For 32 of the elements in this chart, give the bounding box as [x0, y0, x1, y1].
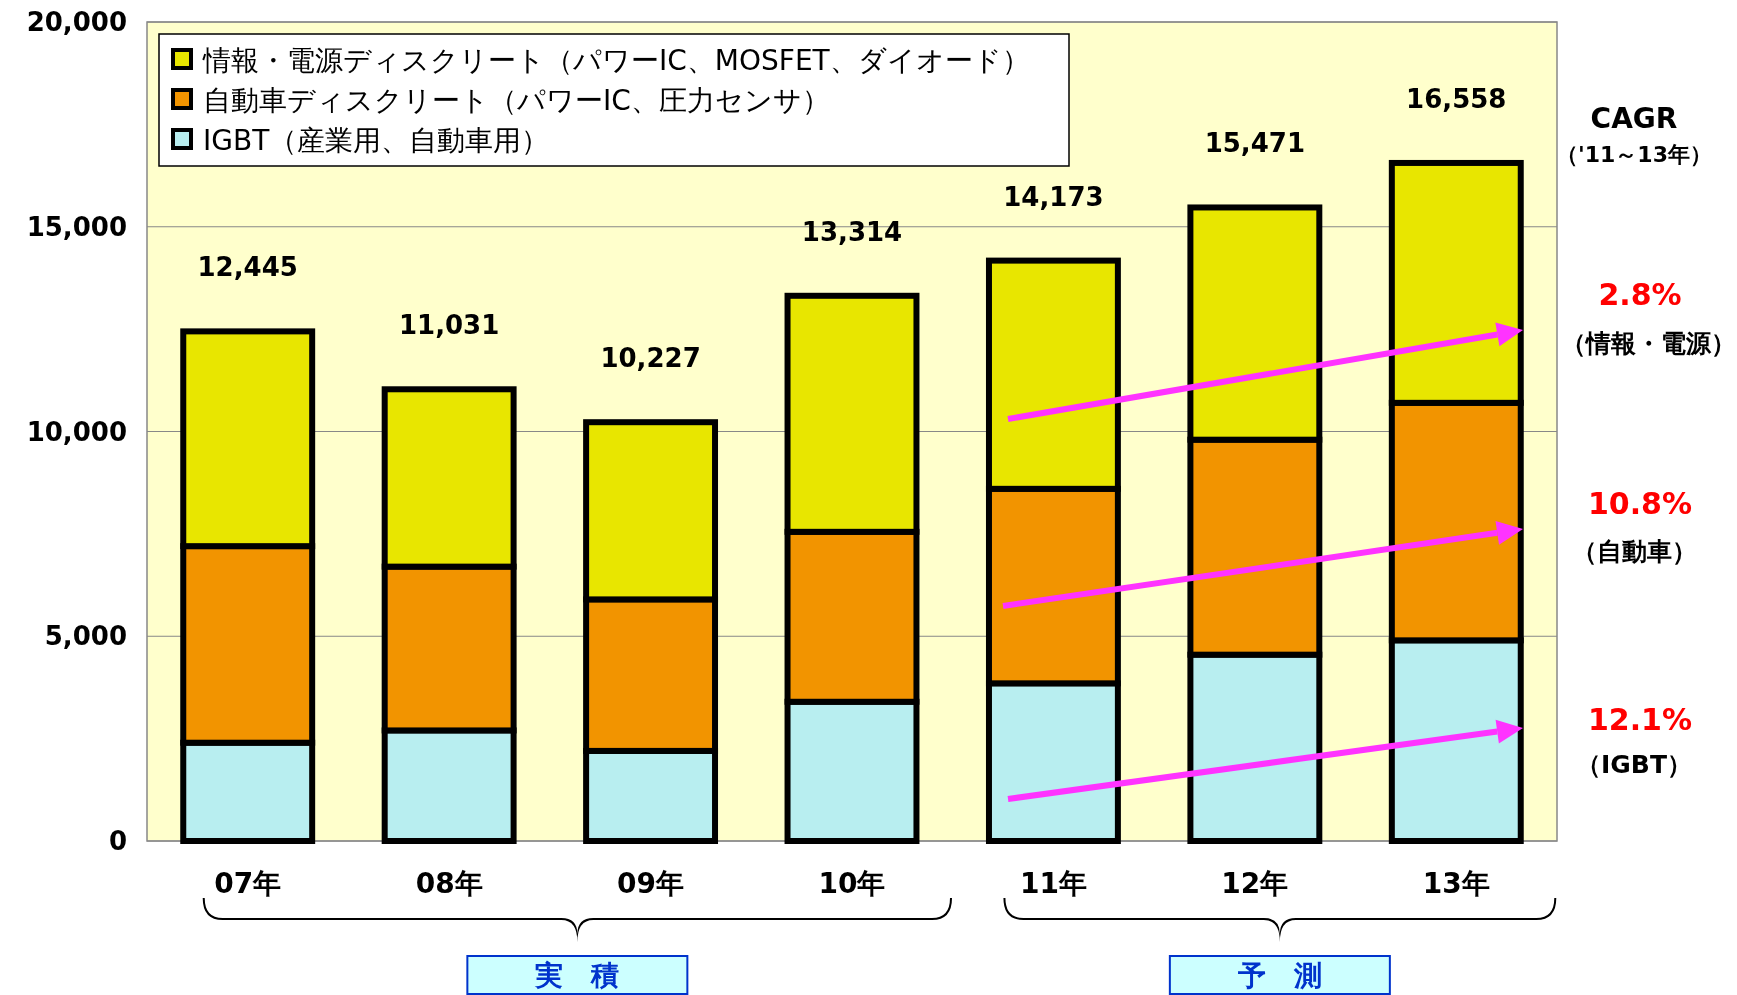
text: 2.8% [1598, 277, 1682, 312]
total-label: 10,227 [600, 343, 701, 374]
text: （自動車） [1571, 537, 1697, 566]
x-tick-label: 07年 [214, 867, 282, 900]
text: （IGBT） [1576, 750, 1692, 779]
x-tick-label: 11年 [1019, 867, 1087, 900]
total-label: 14,173 [1003, 181, 1104, 212]
total-label: 16,558 [1406, 83, 1507, 114]
y-tick-label: 15,000 [26, 211, 127, 242]
text: 12.1% [1587, 702, 1693, 737]
text: 10.8% [1587, 486, 1693, 521]
text: CAGR [1590, 102, 1678, 135]
text: 予 測 [1236, 959, 1322, 992]
text: （情報・電源） [1560, 329, 1736, 358]
y-tick-label: 20,000 [26, 7, 127, 37]
x-tick-label: 10年 [818, 867, 886, 900]
legend-label: 自動車ディスクリート（パワーIC、圧力センサ） [203, 84, 830, 117]
y-tick-label: 0 [108, 826, 127, 856]
text: 実 積 [534, 959, 620, 992]
x-tick-label: 13年 [1422, 867, 1490, 900]
legend-label: IGBT（産業用、自動車用） [203, 124, 550, 157]
total-label: 11,031 [398, 310, 500, 341]
x-tick-label: 09年 [617, 867, 685, 900]
total-label: 15,471 [1204, 128, 1306, 159]
y-tick-label: 10,000 [26, 416, 127, 447]
x-tick-label: 12年 [1221, 867, 1289, 900]
x-tick-label: 08年 [415, 867, 483, 900]
total-label: 12,445 [197, 252, 298, 283]
y-tick-label: 5,000 [44, 621, 127, 652]
annotation: （'11～13年） [1556, 142, 1712, 167]
legend-label: 情報・電源ディスクリート（パワーIC、MOSFET、ダイオード） [202, 44, 1030, 77]
total-label: 13,314 [801, 216, 903, 247]
